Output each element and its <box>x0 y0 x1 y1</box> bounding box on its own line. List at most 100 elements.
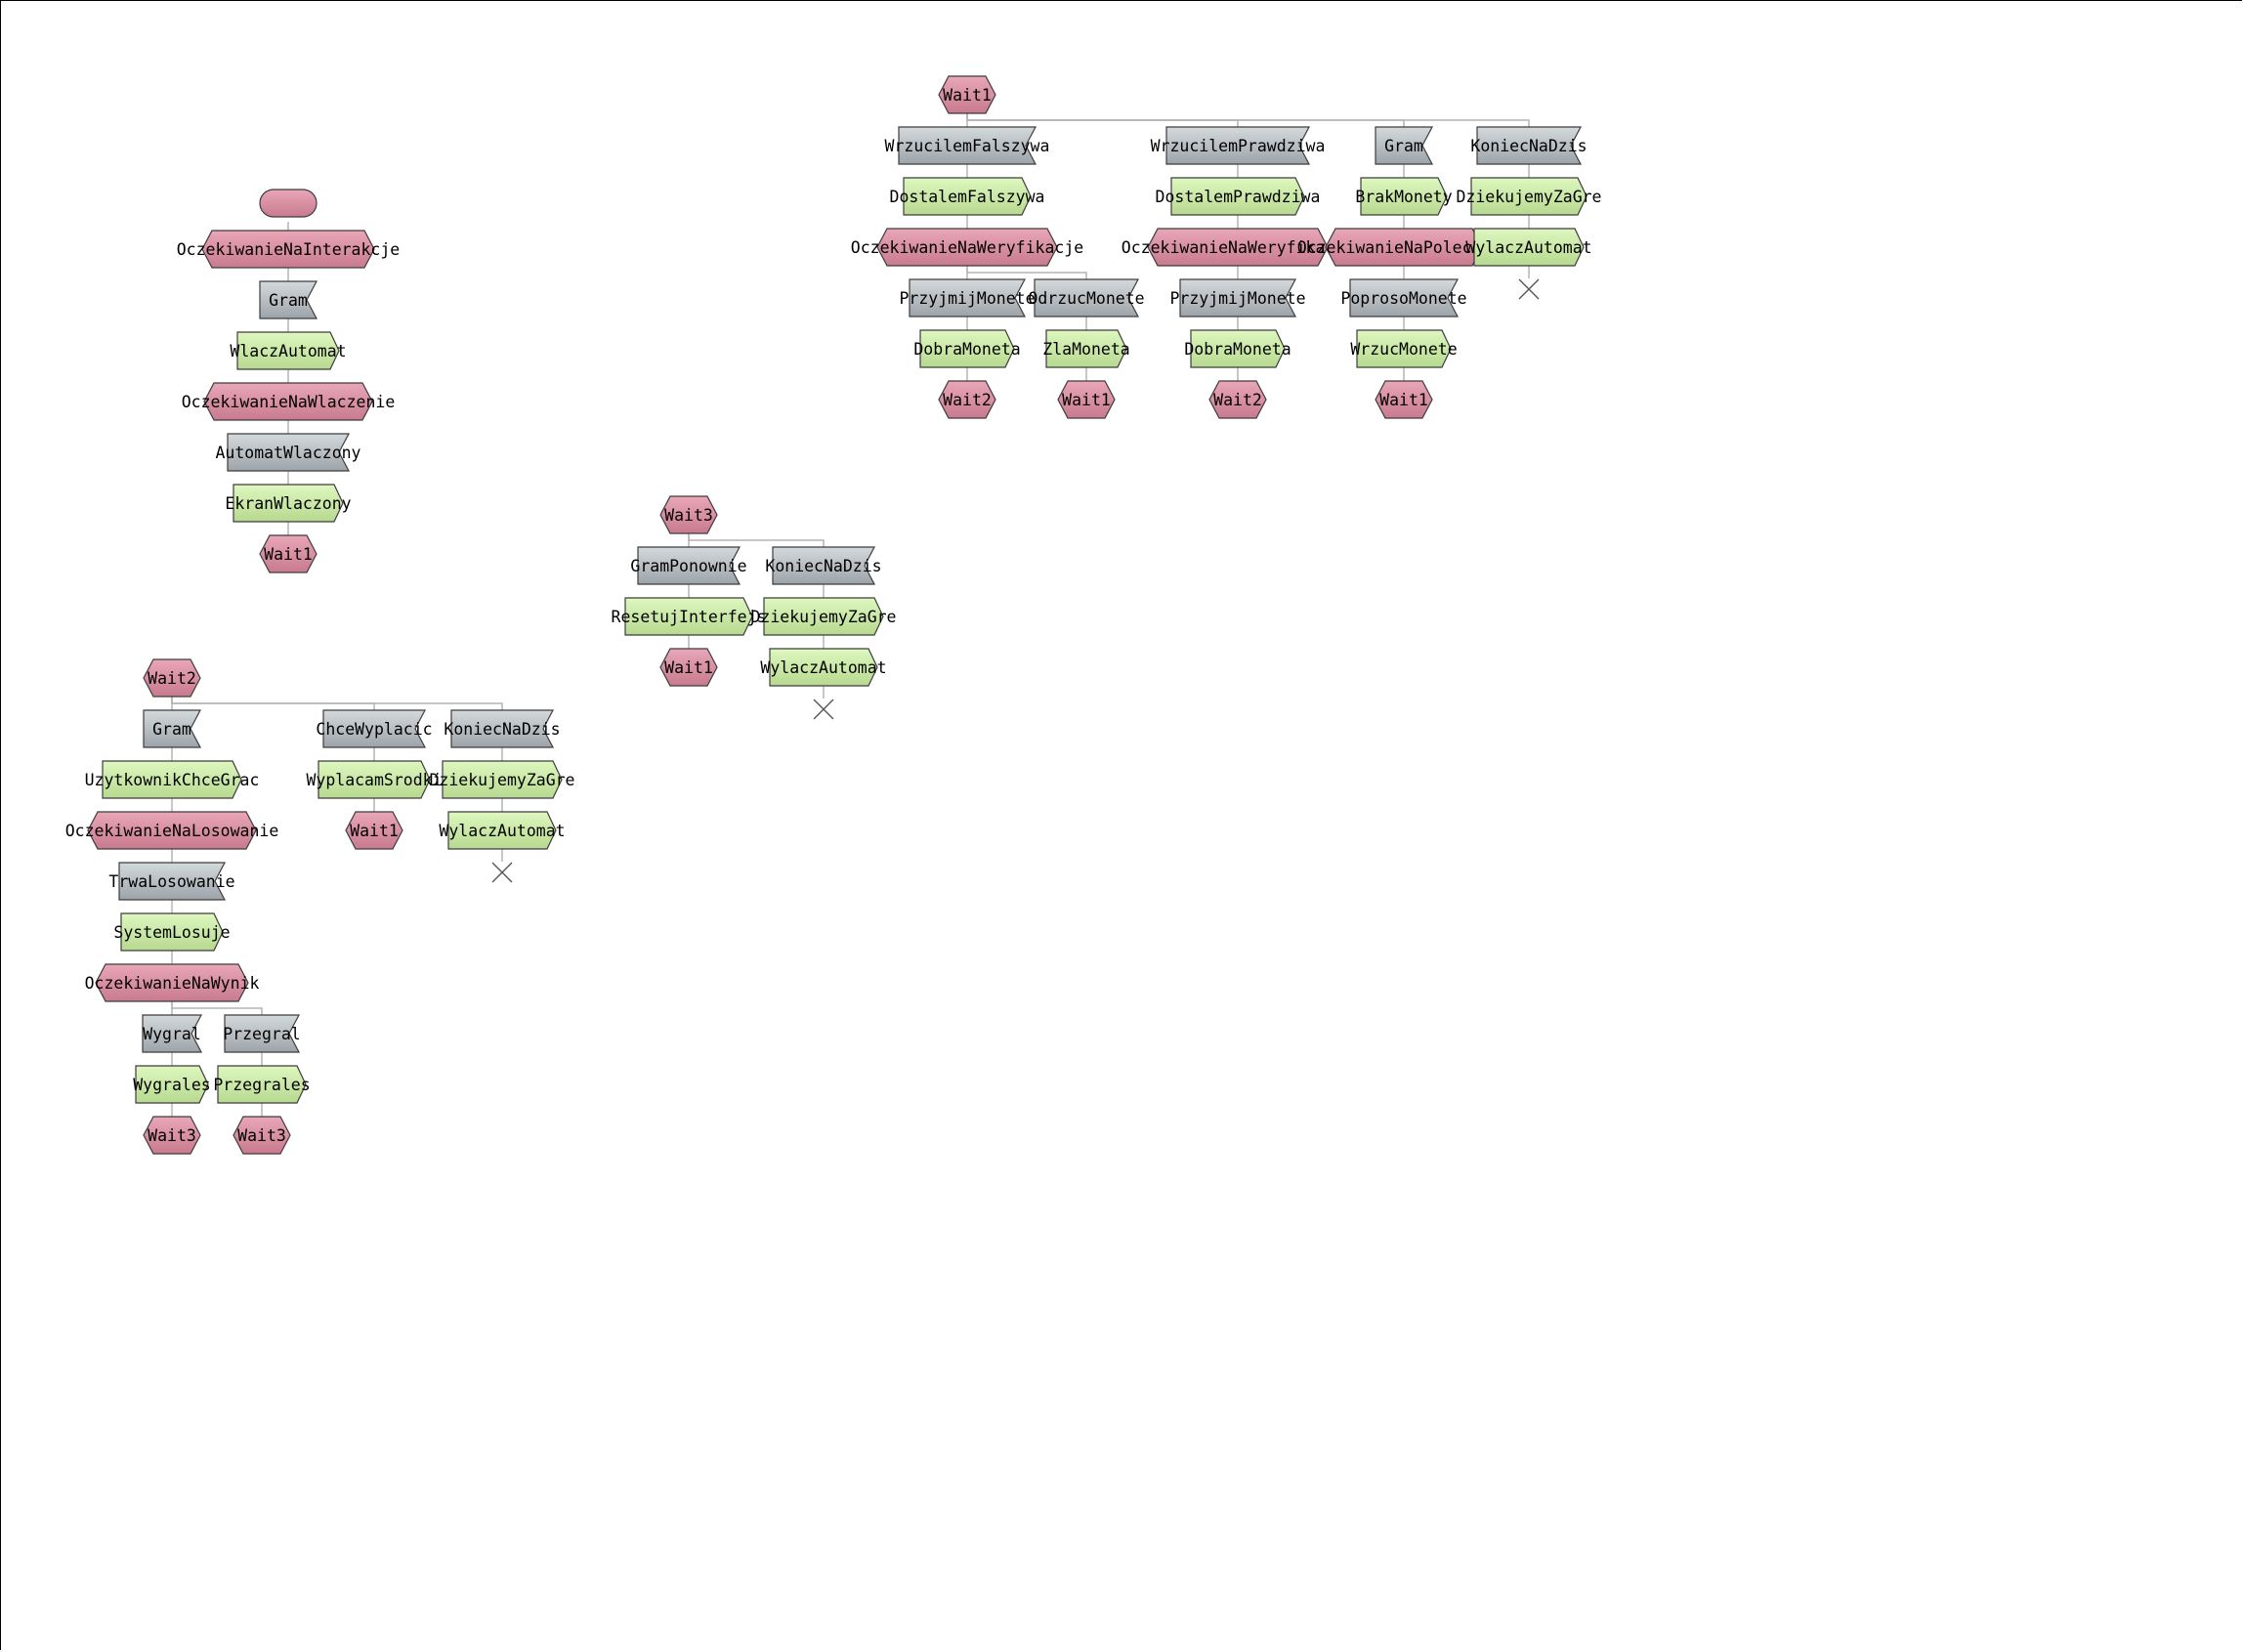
state-node-d3[interactable]: OczekiwanieNaLosowanie <box>65 811 279 850</box>
node-label: OczekiwanieNaWeryfikacje <box>851 238 1083 257</box>
action-node-d11[interactable]: Przegrales <box>213 1065 311 1104</box>
action-node-d2[interactable]: UzytkownikChceGrac <box>85 760 260 799</box>
action-node-d14[interactable]: WyplacamSrodki <box>306 760 443 799</box>
event-node-b13[interactable]: PrzyjmijMonete <box>1169 278 1306 318</box>
event-node-d13[interactable]: ChceWyplacic <box>316 709 433 748</box>
node-label: WylaczAutomat <box>1465 238 1591 257</box>
event-node-a2[interactable]: Gram <box>259 280 318 319</box>
action-node-c2[interactable]: ResetujInterfejs <box>612 597 767 636</box>
action-node-a6[interactable]: EkranWlaczony <box>225 484 352 523</box>
event-node-b4[interactable]: PrzyjmijMonete <box>899 278 1036 318</box>
state-node-b21[interactable]: Wait1 <box>1375 380 1433 419</box>
action-node-d8[interactable]: Wygrales <box>133 1065 211 1104</box>
state-node-d9[interactable]: Wait3 <box>143 1116 201 1155</box>
state-node-c3[interactable]: Wait1 <box>659 648 718 687</box>
action-node-b24[interactable]: WylaczAutomat <box>1465 228 1592 267</box>
action-shape <box>769 648 878 687</box>
action-node-b11[interactable]: DostalemPrawdziwa <box>1156 177 1321 216</box>
node-label: Wait2 <box>1213 391 1262 409</box>
node-label: WrzucilemFalszywa <box>885 137 1050 155</box>
action-shape <box>919 329 1015 368</box>
node-label: Gram <box>152 720 191 739</box>
event-node-b1[interactable]: WrzucilemFalszywa <box>885 126 1050 165</box>
end-node-d19[interactable] <box>491 862 513 883</box>
node-label: Wait1 <box>1379 391 1428 409</box>
node-label: OczekiwanieNaWlaczenie <box>182 393 396 411</box>
event-node-a5[interactable]: AutomatWlaczony <box>215 433 361 472</box>
end-node-b25[interactable] <box>1518 278 1540 300</box>
action-node-b14[interactable]: DobraMoneta <box>1184 329 1291 368</box>
node-label: DziekujemyZaGre <box>750 608 896 626</box>
action-shape <box>763 597 884 636</box>
state-node-a1[interactable]: OczekiwanieNaInterakcje <box>177 230 400 269</box>
node-label: KoniecNaDzis <box>444 720 560 739</box>
action-node-b17[interactable]: BrakMonety <box>1355 177 1453 216</box>
state-shape <box>1208 380 1267 419</box>
event-node-c4[interactable]: KoniecNaDzis <box>765 546 882 585</box>
event-node-d16[interactable]: KoniecNaDzis <box>444 709 561 748</box>
node-label: ZlaMoneta <box>1042 340 1129 359</box>
event-node-d4[interactable]: TrwaLosowanie <box>108 862 235 901</box>
start-node-a0[interactable] <box>259 189 318 218</box>
state-node-b12[interactable]: OczekiwanieNaWeryfikacje <box>1122 228 1354 267</box>
node-label: BrakMonety <box>1355 188 1452 206</box>
event-node-d7[interactable]: Wygral <box>142 1014 202 1053</box>
node-label: GramPonownie <box>630 557 746 575</box>
node-label: UzytkownikChceGrac <box>85 771 260 789</box>
action-node-a3[interactable]: WlaczAutomat <box>230 331 347 370</box>
state-shape <box>201 230 375 269</box>
action-node-b8[interactable]: ZlaMoneta <box>1042 329 1130 368</box>
event-shape <box>224 1014 300 1053</box>
state-node-a4[interactable]: OczekiwanieNaWlaczenie <box>182 382 396 421</box>
state-node-d15[interactable]: Wait1 <box>345 811 403 850</box>
event-shape <box>118 862 226 901</box>
state-shape <box>659 495 718 534</box>
node-label: DostalemPrawdziwa <box>1156 188 1321 206</box>
node-label: Wait3 <box>148 1126 196 1145</box>
action-shape <box>236 331 340 370</box>
state-node-b0[interactable]: Wait1 <box>938 75 996 114</box>
state-node-d6[interactable]: OczekiwanieNaWynik <box>85 963 260 1002</box>
action-node-c6[interactable]: WylaczAutomat <box>760 648 887 687</box>
state-shape <box>938 380 996 419</box>
action-node-b23[interactable]: DziekujemyZaGre <box>1456 177 1602 216</box>
end-node-c7[interactable] <box>813 699 834 720</box>
node-label: WylaczAutomat <box>760 658 886 677</box>
event-shape <box>898 126 1037 165</box>
node-label: WlaczAutomat <box>230 342 346 360</box>
state-shape <box>876 228 1058 267</box>
event-shape <box>322 709 426 748</box>
action-shape <box>217 1065 307 1104</box>
state-node-b15[interactable]: Wait2 <box>1208 380 1267 419</box>
state-node-d0[interactable]: Wait2 <box>143 658 201 698</box>
state-node-b9[interactable]: Wait1 <box>1057 380 1116 419</box>
action-node-d5[interactable]: SystemLosuje <box>113 912 231 952</box>
state-node-a7[interactable]: Wait1 <box>259 534 318 573</box>
event-node-d1[interactable]: Gram <box>143 709 201 748</box>
action-node-b20[interactable]: WrzucMonete <box>1350 329 1458 368</box>
start-shape <box>259 189 318 218</box>
action-node-c5[interactable]: DziekujemyZaGre <box>750 597 897 636</box>
state-node-b3[interactable]: OczekiwanieNaWeryfikacje <box>851 228 1083 267</box>
action-node-d18[interactable]: WylaczAutomat <box>439 811 566 850</box>
event-node-c1[interactable]: GramPonownie <box>630 546 747 585</box>
event-node-b7[interactable]: OdrzucMonete <box>1028 278 1145 318</box>
action-node-b5[interactable]: DobraMoneta <box>913 329 1021 368</box>
state-node-d12[interactable]: Wait3 <box>233 1116 291 1155</box>
state-shape <box>1057 380 1116 419</box>
event-node-b16[interactable]: Gram <box>1375 126 1433 165</box>
state-node-b6[interactable]: Wait2 <box>938 380 996 419</box>
event-node-b10[interactable]: WrzucilemPrawdziwa <box>1151 126 1326 165</box>
action-node-b2[interactable]: DostalemFalszywa <box>890 177 1045 216</box>
node-label: Wygrales <box>133 1076 210 1094</box>
node-label: SystemLosuje <box>113 923 230 942</box>
state-node-c0[interactable]: Wait3 <box>659 495 718 534</box>
event-node-b22[interactable]: KoniecNaDzis <box>1470 126 1588 165</box>
event-node-d10[interactable]: Przegral <box>223 1014 301 1053</box>
event-node-b19[interactable]: PoprosoMonete <box>1340 278 1467 318</box>
node-label: ResetujInterfejs <box>612 608 767 626</box>
state-node-b18[interactable]: OczekiwanieNaPolecenie <box>1297 228 1511 267</box>
state-shape <box>259 534 318 573</box>
action-node-d17[interactable]: DziekujemyZaGre <box>429 760 575 799</box>
connector-layer <box>171 113 1530 1117</box>
